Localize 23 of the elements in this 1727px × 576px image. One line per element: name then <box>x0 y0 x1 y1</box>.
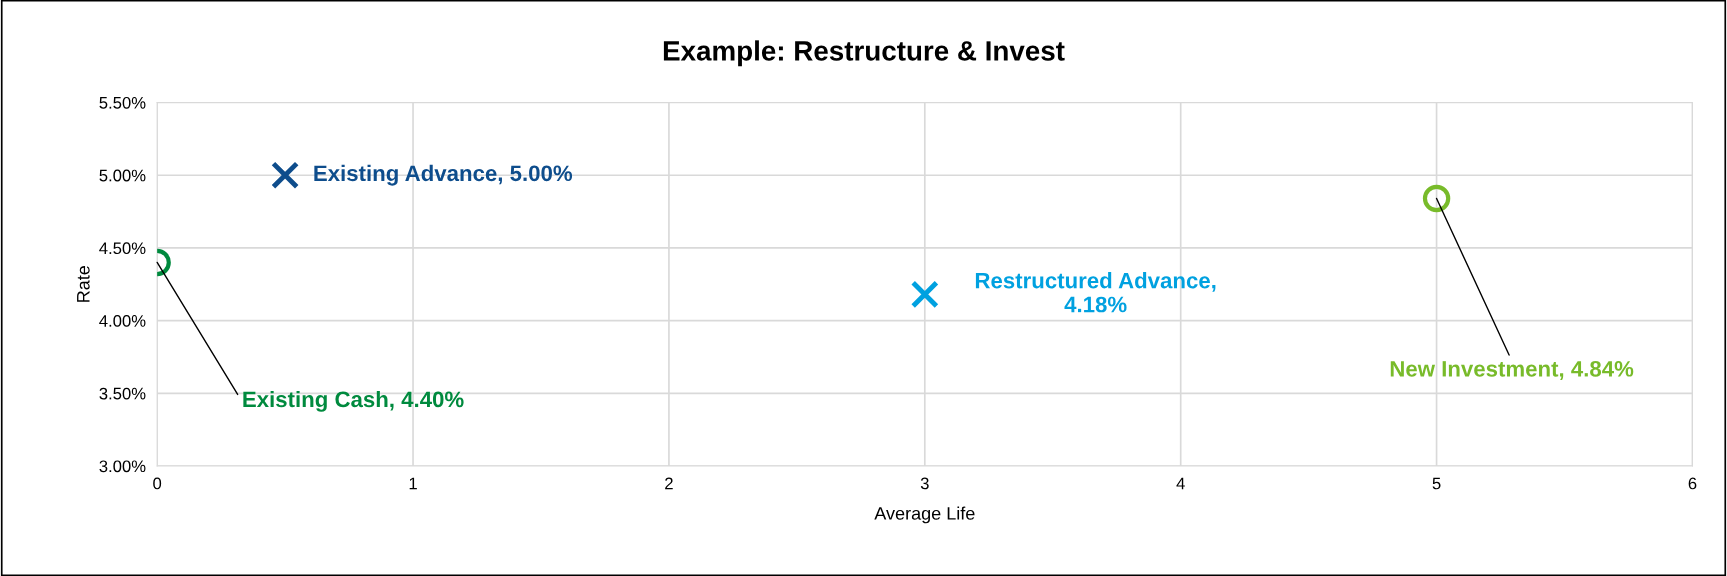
chart-title: Example: Restructure & Invest <box>663 40 1065 67</box>
x-tick-label: 3 <box>920 477 929 490</box>
y-tick-label: 4.50% <box>99 242 146 255</box>
point <box>271 161 300 190</box>
x-tick-label: 5 <box>1432 477 1441 490</box>
x-tick-label: 4 <box>1176 477 1185 490</box>
y-tick-label: 4.00% <box>99 315 146 327</box>
y-axis-title: Rate <box>77 265 90 302</box>
annotation: Existing Advance, 5.00% <box>314 164 573 186</box>
x-axis-title: Average Life <box>874 506 975 524</box>
y-tick-label: 3.50% <box>99 387 146 400</box>
annotation: New Investment, 4.84% <box>1390 360 1634 380</box>
y-tick-label: 5.00% <box>99 169 146 182</box>
point <box>910 280 939 309</box>
y-tick-label: 5.50% <box>99 96 146 109</box>
annotation: Existing Cash, 4.40% <box>243 390 464 412</box>
x-tick-label: 2 <box>665 477 673 490</box>
x-tick-label: 1 <box>409 477 417 490</box>
x-tick-label: 0 <box>153 477 162 490</box>
point <box>1422 184 1451 213</box>
x-tick-label: 6 <box>1688 477 1697 490</box>
annotation: Restructured Advance, 4.18% <box>975 272 1216 313</box>
y-tick-label: 3.00% <box>99 460 146 473</box>
